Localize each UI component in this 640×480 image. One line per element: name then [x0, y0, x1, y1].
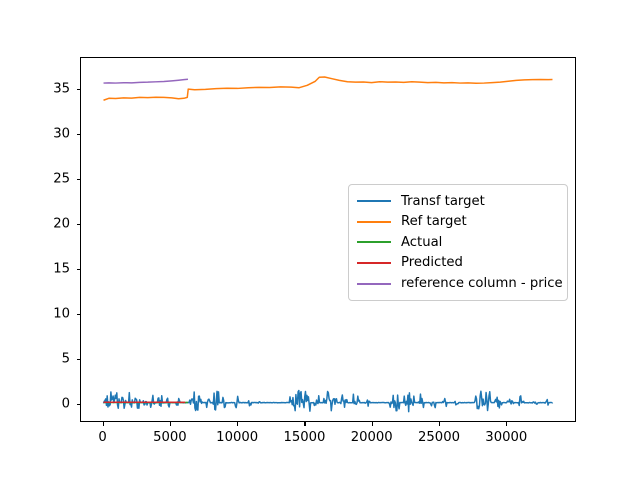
- legend-color-swatch: [357, 241, 391, 244]
- legend-label: Actual: [401, 234, 443, 250]
- y-tick-mark: [76, 178, 80, 180]
- y-tick-mark: [76, 133, 80, 135]
- x-tick-label: 10000: [216, 430, 259, 445]
- legend-entry: reference column - price: [357, 273, 563, 294]
- x-tick-mark: [102, 422, 104, 426]
- legend-color-swatch: [357, 262, 391, 265]
- legend-label: Ref target: [401, 214, 467, 230]
- y-tick-label: 20: [53, 216, 70, 232]
- legend-label: Predicted: [401, 255, 463, 271]
- x-tick-mark: [304, 422, 306, 426]
- y-tick-label: 35: [53, 81, 70, 96]
- x-tick-mark: [237, 422, 239, 426]
- y-tick-label: 30: [53, 126, 70, 141]
- y-tick-label: 10: [53, 306, 70, 322]
- series-transf-target: [102, 389, 554, 413]
- plot-axes: [80, 57, 576, 422]
- legend-label: reference column - price: [401, 276, 563, 292]
- legend-entry: Actual: [357, 232, 559, 253]
- y-tick-label: 0: [61, 396, 70, 412]
- legend-entry: Predicted: [357, 253, 559, 274]
- legend-label: Transf target: [401, 193, 485, 209]
- x-tick-mark: [169, 422, 171, 426]
- legend-color-swatch: [357, 200, 391, 203]
- y-tick-mark: [76, 358, 80, 360]
- y-tick-mark: [76, 403, 80, 405]
- plot-series-canvas: [102, 76, 554, 413]
- y-tick-label: 5: [61, 351, 70, 367]
- x-tick-label: 5000: [153, 430, 187, 445]
- legend-color-swatch: [357, 220, 391, 223]
- legend-entry: Transf target: [357, 191, 559, 212]
- x-tick-mark: [439, 422, 441, 426]
- x-tick-label: 0: [98, 430, 107, 445]
- y-tick-mark: [76, 313, 80, 315]
- x-tick-mark: [506, 422, 508, 426]
- chart-legend: Transf target Ref target Actual Predicted re…: [348, 184, 568, 301]
- y-tick-label: 15: [53, 261, 70, 277]
- x-tick-mark: [371, 422, 373, 426]
- legend-entry: Ref target: [357, 212, 559, 233]
- y-tick-mark: [76, 223, 80, 225]
- legend-color-swatch: [357, 282, 391, 285]
- x-tick-label: 15000: [283, 430, 326, 445]
- x-tick-label: 25000: [418, 430, 460, 445]
- y-tick-mark: [76, 268, 80, 270]
- series-reference-column-price: [103, 78, 189, 84]
- x-tick-label: 20000: [350, 430, 393, 445]
- y-tick-label: 25: [53, 171, 70, 187]
- x-tick-label: 30000: [485, 430, 528, 445]
- y-tick-mark: [76, 88, 80, 90]
- series-ref-target: [103, 76, 553, 101]
